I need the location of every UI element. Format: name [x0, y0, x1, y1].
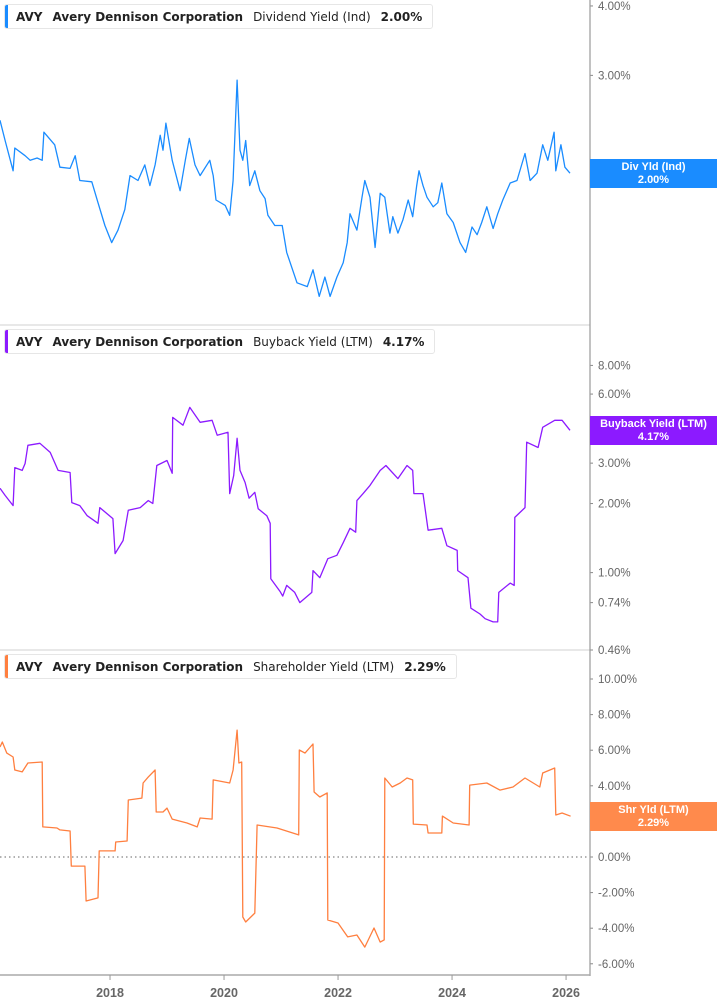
legend-company: Avery Dennison Corporation — [52, 334, 244, 349]
callout-value: 2.29% — [637, 816, 670, 829]
callout-value: 4.17% — [637, 430, 670, 443]
legend-company: Avery Dennison Corporation — [52, 9, 244, 24]
legend-buyback-yield: AVY Avery Dennison Corporation Buyback Y… — [4, 329, 436, 354]
legend-value: 2.29% — [404, 659, 446, 674]
y-tick-label: 10.00% — [598, 674, 637, 686]
x-tick-label: 2026 — [552, 986, 580, 1000]
series-line-2 — [0, 406, 571, 623]
callout-dividend-yield: Div Yld (Ind) 2.00% — [590, 158, 717, 188]
legend-metric: Buyback Yield (LTM) — [253, 334, 373, 349]
y-tick-label: 4.00% — [598, 781, 631, 793]
legend-ticker: AVY — [16, 334, 43, 349]
legend-value: 4.17% — [382, 334, 425, 349]
y-tick-label: 8.00% — [598, 710, 631, 722]
y-tick-label: 6.00% — [598, 389, 631, 401]
y-tick-label: 4.00% — [598, 1, 631, 13]
y-tick-label: -6.00% — [598, 959, 634, 971]
y-tick-label: 0.46% — [598, 645, 631, 657]
y-tick-label: 3.00% — [598, 70, 631, 82]
y-tick-label: 6.00% — [598, 745, 631, 757]
y-tick-label: 8.00% — [598, 360, 631, 372]
y-tick-label: 0.74% — [598, 598, 631, 610]
legend-shareholder-yield: AVY Avery Dennison Corporation Sharehold… — [4, 654, 457, 679]
panel-3: 10.00%8.00%6.00%4.00%2.00%0.00%-2.00%-4.… — [0, 649, 637, 971]
legend-dividend-yield: AVY Avery Dennison Corporation Dividend … — [4, 4, 434, 29]
y-tick-label: -4.00% — [598, 923, 634, 935]
series-line-3 — [0, 729, 571, 948]
callout-value: 2.00% — [637, 173, 670, 186]
y-tick-label: 1.00% — [598, 568, 631, 580]
legend-metric: Shareholder Yield (LTM) — [253, 659, 395, 674]
y-tick-label: -2.00% — [598, 888, 634, 900]
x-tick-label: 2020 — [210, 986, 238, 1000]
x-tick-label: 2024 — [438, 986, 466, 1000]
series-color-marker — [5, 330, 8, 353]
y-tick-label: 3.00% — [598, 458, 631, 470]
legend-company: Avery Dennison Corporation — [52, 659, 244, 674]
callout-label: Div Yld (Ind) — [621, 160, 686, 173]
legend-value: 2.00% — [380, 9, 423, 24]
panel-2: 8.00% 6.00% 3.00% 2.00% 1.00% 0.74% 0.46% — [0, 324, 631, 657]
series-color-marker — [5, 5, 8, 28]
legend-ticker: AVY — [16, 659, 43, 674]
legend-metric: Dividend Yield (Ind) — [253, 9, 371, 24]
legend-ticker: AVY — [16, 9, 43, 24]
series-line-1 — [0, 79, 571, 298]
y-tick-label: 0.00% — [598, 852, 631, 864]
x-tick-label: 2018 — [96, 986, 124, 1000]
callout-shareholder-yield: Shr Yld (LTM) 2.29% — [590, 801, 717, 831]
y-tick-label: 2.00% — [598, 499, 631, 511]
callout-label: Shr Yld (LTM) — [618, 803, 689, 816]
callout-buyback-yield: Buyback Yield (LTM) 4.17% — [590, 415, 717, 445]
x-tick-label: 2022 — [324, 986, 352, 1000]
panel-1: 4.00% 3.00% 2.00% — [0, 1, 631, 298]
series-color-marker — [5, 655, 8, 678]
callout-label: Buyback Yield (LTM) — [600, 417, 707, 430]
